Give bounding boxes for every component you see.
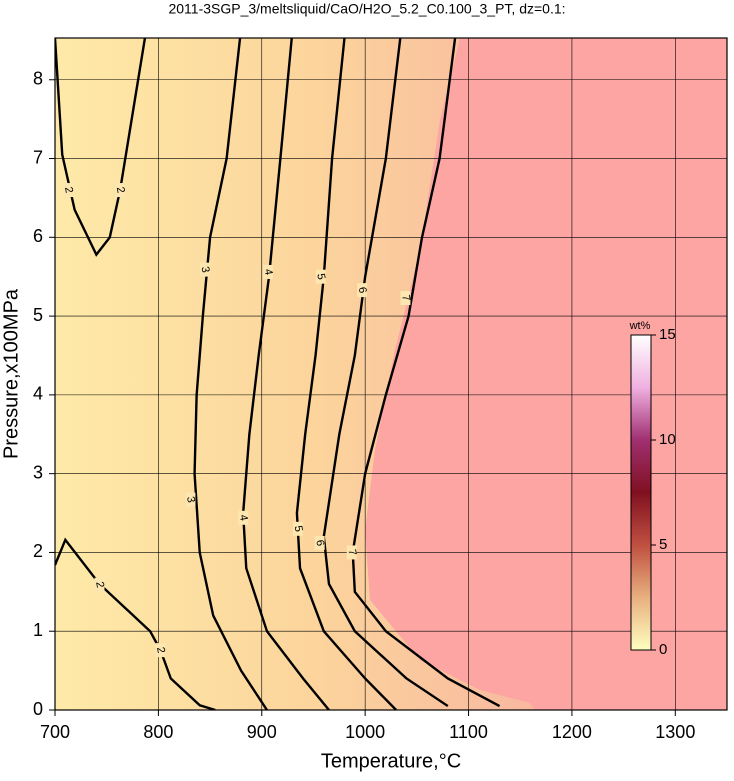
contour-label: 6	[356, 286, 369, 294]
contour-label-bg	[400, 290, 411, 305]
y-tick-label: 5	[33, 305, 43, 325]
contour-label: 7	[345, 548, 358, 556]
contour-label-bg	[115, 183, 126, 198]
plot-frame	[54, 37, 728, 711]
contour-line	[193, 38, 268, 710]
y-tick-label: 4	[33, 384, 43, 404]
contour-label-bg	[63, 183, 74, 198]
x-tick-label: 1000	[345, 722, 385, 742]
contour-line	[322, 38, 449, 708]
contour-label: 2	[62, 186, 75, 194]
contour-label-bg	[346, 545, 357, 560]
contour-label: 3	[199, 266, 212, 274]
colorbar-tick-label: 0	[659, 641, 667, 658]
x-tick-label: 1300	[655, 722, 695, 742]
contour-label: 2	[93, 581, 106, 589]
y-tick-label: 6	[33, 226, 43, 246]
x-tick-label: 700	[40, 722, 70, 742]
contour-label-bg	[185, 492, 196, 507]
contour-label: 2	[154, 646, 167, 654]
contour-label-bg	[199, 262, 210, 277]
contour-line	[55, 537, 216, 710]
contour-label-bg	[94, 577, 105, 592]
contour-label: 5	[314, 273, 327, 281]
y-tick-label: 7	[33, 147, 43, 167]
contour-line	[351, 38, 501, 708]
contour-label-bg	[262, 264, 273, 279]
x-tick-label: 1100	[449, 722, 488, 742]
y-axis-label: Pressure,x100MPa	[0, 288, 22, 459]
contour-label-bg	[155, 643, 166, 658]
contour-label: 5	[292, 525, 305, 533]
contour-label: 6	[313, 539, 326, 547]
contour-label-bg	[357, 283, 368, 298]
contour-label: 2	[114, 186, 127, 194]
y-tick-label: 8	[33, 69, 43, 89]
y-tick-label: 0	[33, 699, 43, 719]
y-tick-label: 3	[33, 462, 43, 482]
contour-label-bg	[292, 521, 303, 536]
contour-label-bg	[314, 535, 325, 550]
chart-title: 2011-3SGP_3/meltsliquid/CaO/H2O_5.2_C0.1…	[168, 1, 565, 17]
contour-line	[295, 38, 398, 710]
colorbar	[630, 334, 652, 651]
contour-label: 3	[184, 496, 197, 504]
contour-label-bg	[315, 269, 326, 284]
x-tick-label: 1200	[552, 722, 592, 742]
colorbar-label: wt%	[629, 320, 651, 332]
colorbar-tick-label: 5	[659, 536, 667, 553]
contour-line	[241, 38, 330, 710]
contour-label: 7	[399, 294, 412, 302]
x-tick-label: 900	[247, 722, 277, 742]
y-tick-label: 1	[33, 620, 43, 640]
contour-label: 4	[262, 268, 275, 276]
contour-label-bg	[238, 510, 249, 525]
contour-label: 4	[237, 514, 250, 522]
y-tick-label: 2	[33, 541, 43, 561]
x-tick-label: 800	[143, 722, 173, 742]
colorbar-tick-label: 10	[659, 431, 676, 448]
colorbar-tick-label: 15	[659, 326, 676, 343]
liquid-field	[55, 38, 535, 710]
x-axis-label: Temperature,°C	[321, 750, 461, 772]
